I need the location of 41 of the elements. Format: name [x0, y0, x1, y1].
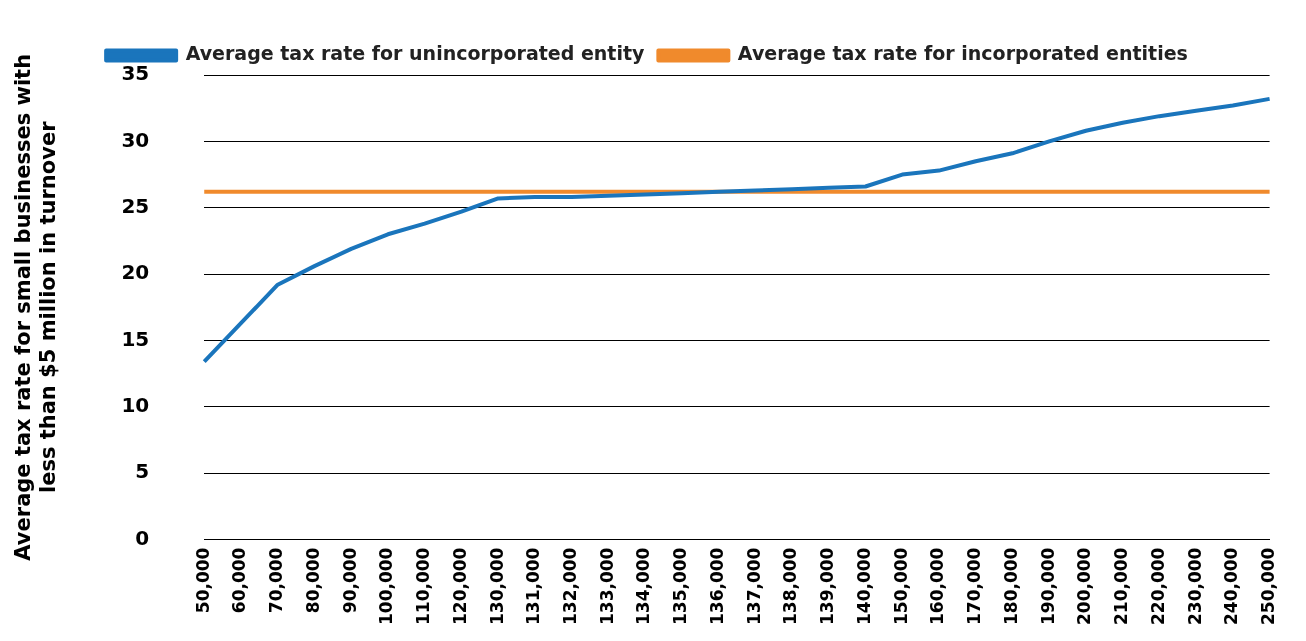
- y-tick-label: 25: [121, 193, 150, 218]
- x-tick-label: 100,000: [376, 547, 397, 626]
- x-tick-label: 140,000: [853, 547, 874, 626]
- x-tick-label: 133,000: [596, 547, 617, 626]
- x-tick-label: 134,000: [633, 547, 654, 626]
- x-tick-label: 190,000: [1037, 547, 1058, 626]
- y-tick-label: 5: [135, 459, 150, 484]
- x-tick-label: 80,000: [302, 547, 323, 614]
- x-tick-label: 110,000: [413, 547, 434, 626]
- x-tick-label: 50,000: [192, 547, 213, 614]
- y-tick-label: 10: [121, 393, 150, 418]
- legend-label: Average tax rate for unincorporated entity: [185, 42, 645, 65]
- x-tick-label: 250,000: [1258, 547, 1279, 626]
- y-tick-label: 0: [135, 525, 150, 550]
- y-tick-label: 15: [121, 326, 150, 351]
- x-tick-label: 136,000: [706, 547, 727, 626]
- x-tick-label: 137,000: [743, 547, 764, 626]
- x-tick-label: 132,000: [560, 547, 581, 626]
- x-tick-label: 60,000: [229, 547, 250, 614]
- x-tick-label: 120,000: [449, 547, 470, 626]
- legend-label: Average tax rate for incorporated entities: [737, 42, 1188, 65]
- x-tick-label: 135,000: [670, 547, 691, 626]
- x-tick-label: 130,000: [486, 547, 507, 626]
- y-axis-title: Average tax rate for small businesses with less than $5 million in turnover: [11, 53, 61, 561]
- x-tick-label: 138,000: [780, 547, 801, 626]
- x-tick-label: 139,000: [817, 547, 838, 626]
- x-tick-label: 200,000: [1074, 547, 1095, 626]
- x-tick-label: 230,000: [1184, 547, 1205, 626]
- y-tick-label: 30: [121, 127, 150, 152]
- x-tick-label: 180,000: [1000, 547, 1021, 626]
- y-tick-label: 20: [121, 260, 150, 285]
- x-tick-label: 150,000: [890, 547, 911, 626]
- x-tick-label: 210,000: [1111, 547, 1132, 626]
- x-tick-label: 131,000: [523, 547, 544, 626]
- x-tick-label: 240,000: [1221, 547, 1242, 626]
- y-tick-label: 35: [121, 61, 150, 86]
- x-tick-label: 90,000: [339, 547, 360, 614]
- x-tick-label: 70,000: [266, 547, 287, 614]
- x-tick-label: 220,000: [1147, 547, 1168, 626]
- x-tick-label: 160,000: [927, 547, 948, 626]
- x-tick-label: 170,000: [964, 547, 985, 626]
